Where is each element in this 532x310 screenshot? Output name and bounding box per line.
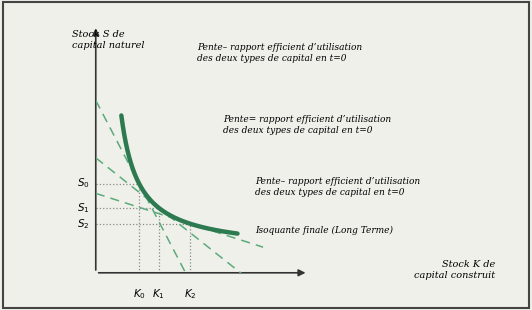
Text: $S_0$: $S_0$	[77, 177, 90, 190]
Text: $K_0$: $K_0$	[132, 287, 146, 301]
Text: Pente– rapport efficient d’utilisation
des deux types de capital en t=0: Pente– rapport efficient d’utilisation d…	[255, 177, 420, 197]
Text: Stock S de
capital naturel: Stock S de capital naturel	[72, 30, 145, 50]
Text: $K_1$: $K_1$	[152, 287, 165, 301]
Text: Pente= rapport efficient d’utilisation
des deux types de capital en t=0: Pente= rapport efficient d’utilisation d…	[223, 115, 392, 135]
Text: Stock K de
capital construit: Stock K de capital construit	[414, 260, 495, 281]
Text: Pente– rapport efficient d’utilisation
des deux types de capital en t=0: Pente– rapport efficient d’utilisation d…	[197, 43, 362, 64]
Text: $K_2$: $K_2$	[184, 287, 196, 301]
Text: $S_2$: $S_2$	[78, 217, 90, 231]
Text: Isoquante finale (Long Terme): Isoquante finale (Long Terme)	[255, 226, 393, 235]
Text: $S_1$: $S_1$	[77, 201, 90, 215]
